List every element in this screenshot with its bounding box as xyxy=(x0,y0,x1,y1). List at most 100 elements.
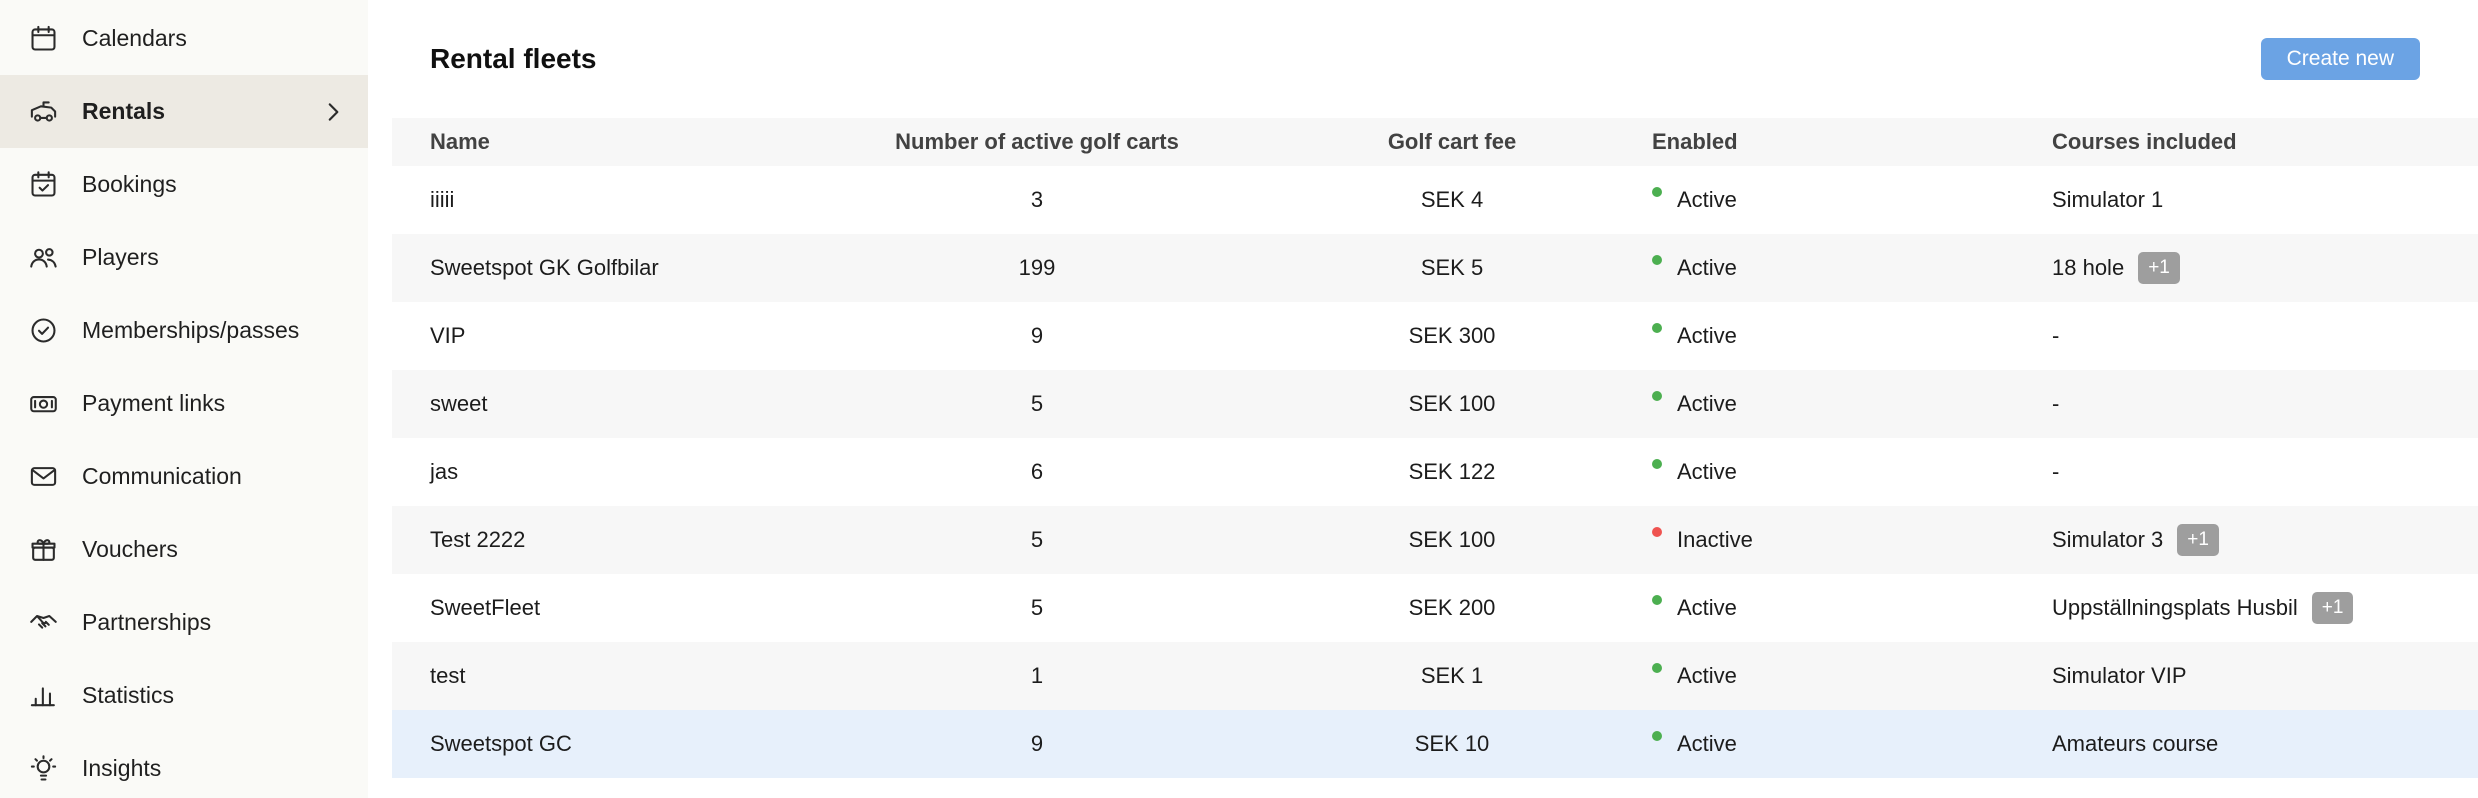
cell-fleet-name: Sweetspot GC xyxy=(430,731,572,756)
sidebar-item-label: Payment links xyxy=(82,390,226,416)
course-name: - xyxy=(2052,323,2060,348)
cell-golf-cart-fee: SEK 100 xyxy=(1408,391,1496,416)
calendars-icon xyxy=(26,22,60,56)
status-label: Active xyxy=(1677,323,1737,348)
course-name: - xyxy=(2052,459,2060,484)
cell-golf-cart-fee: SEK 5 xyxy=(1420,255,1484,280)
status-label: Active xyxy=(1677,255,1737,280)
cell-enabled-status: Active xyxy=(1652,187,2052,213)
check-circle-icon xyxy=(26,314,60,348)
plus-one-badge[interactable]: +1 xyxy=(2177,524,2219,556)
cell-fleet-name: iiiii xyxy=(430,187,455,212)
sidebar-item-payment-links[interactable]: Payment links xyxy=(0,367,368,440)
cell-fleet-name: Sweetspot GK Golfbilar xyxy=(430,255,659,280)
status-dot-icon xyxy=(1652,527,1662,537)
cell-enabled-status: Active xyxy=(1652,595,2052,621)
sidebar-item-insights[interactable]: Insights xyxy=(0,732,368,798)
sidebar-item-label: Partnerships xyxy=(82,609,212,635)
sidebar-item-label: Communication xyxy=(82,463,242,489)
status-dot-icon xyxy=(1652,731,1662,741)
cell-courses-included: Simulator 3 +1 xyxy=(2052,524,2478,556)
table-row[interactable]: Sweetspot GK Golfbilar 199 SEK 5 Active … xyxy=(392,234,2478,302)
cell-golf-cart-fee: SEK 300 xyxy=(1408,323,1496,348)
sidebar-item-label: Insights xyxy=(82,755,162,781)
column-header-carts: Number of active golf carts xyxy=(895,129,1179,154)
cell-courses-included: Simulator VIP xyxy=(2052,663,2478,689)
sidebar-item-bookings[interactable]: Bookings xyxy=(0,148,368,221)
sidebar-item-label: Memberships/passes xyxy=(82,317,300,343)
bar-chart-icon xyxy=(26,679,60,713)
table-row[interactable]: iiiii 3 SEK 4 Active Simulator 1 xyxy=(392,166,2478,234)
cell-golf-cart-fee: SEK 100 xyxy=(1408,527,1496,552)
sidebar-item-players[interactable]: Players xyxy=(0,221,368,294)
calendar-check-icon xyxy=(26,168,60,202)
sidebar-item-calendars[interactable]: Calendars xyxy=(0,2,368,75)
status-label: Active xyxy=(1677,731,1737,756)
cell-active-carts: 5 xyxy=(1030,595,1044,620)
status-dot-icon xyxy=(1652,255,1662,265)
cell-active-carts: 9 xyxy=(1030,731,1044,756)
status-label: Inactive xyxy=(1677,527,1753,552)
plus-one-badge[interactable]: +1 xyxy=(2311,592,2354,624)
table-row[interactable]: Test 2222 5 SEK 100 Inactive Simulator 3… xyxy=(392,506,2478,574)
sidebar-item-communication[interactable]: Communication xyxy=(0,440,368,513)
cell-fleet-name: test xyxy=(430,663,466,688)
sidebar-item-label: Bookings xyxy=(82,171,177,197)
cell-active-carts: 199 xyxy=(1018,255,1056,280)
cell-enabled-status: Active xyxy=(1652,323,2052,349)
cell-courses-included: - xyxy=(2052,391,2478,417)
cell-courses-included: 18 hole +1 xyxy=(2052,252,2478,284)
table-row[interactable]: VIP 9 SEK 300 Active - xyxy=(392,302,2478,370)
cell-courses-included: Simulator 1 xyxy=(2052,187,2478,213)
sidebar-item-partnerships[interactable]: Partnerships xyxy=(0,586,368,659)
cell-enabled-status: Active xyxy=(1652,731,2052,757)
table-row[interactable]: Sweetspot GC 9 SEK 10 Active Amateurs co… xyxy=(392,710,2478,778)
sidebar-item-memberships-passes[interactable]: Memberships/passes xyxy=(0,294,368,367)
column-header-fee: Golf cart fee xyxy=(1387,129,1517,154)
sidebar-item-label: Rentals xyxy=(82,98,166,124)
status-dot-icon xyxy=(1652,323,1662,333)
cell-enabled-status: Active xyxy=(1652,255,2052,281)
plus-one-badge[interactable]: +1 xyxy=(2138,252,2180,284)
course-name: - xyxy=(2052,391,2060,416)
status-label: Active xyxy=(1677,391,1737,416)
status-dot-icon xyxy=(1652,663,1662,673)
sidebar-item-rentals[interactable]: Rentals xyxy=(0,75,368,148)
cell-courses-included: - xyxy=(2052,459,2478,485)
cell-active-carts: 3 xyxy=(1030,187,1044,212)
handshake-icon xyxy=(26,606,60,640)
sidebar-item-vouchers[interactable]: Vouchers xyxy=(0,513,368,586)
cell-fleet-name: Test 2222 xyxy=(430,527,526,552)
sidebar-item-statistics[interactable]: Statistics xyxy=(0,659,368,732)
sidebar: Calendars Rentals Bookings Players Membe… xyxy=(0,0,368,798)
table-row[interactable]: SweetFleet 5 SEK 200 Active Uppställning… xyxy=(392,574,2478,642)
page-header: Rental fleets Create new xyxy=(392,0,2478,118)
table-body: iiiii 3 SEK 4 Active Simulator 1 Sweetsp… xyxy=(392,166,2478,778)
table-row[interactable]: jas 6 SEK 122 Active - xyxy=(392,438,2478,506)
cell-enabled-status: Inactive xyxy=(1652,527,2052,553)
status-dot-icon xyxy=(1652,595,1662,605)
status-dot-icon xyxy=(1652,459,1662,469)
create-new-button[interactable]: Create new xyxy=(2260,38,2420,80)
table-row[interactable]: test 1 SEK 1 Active Simulator VIP xyxy=(392,642,2478,710)
table-header-row: Name Number of active golf carts Golf ca… xyxy=(392,118,2478,166)
cell-active-carts: 5 xyxy=(1030,391,1044,416)
sidebar-item-label: Statistics xyxy=(82,682,175,708)
cell-golf-cart-fee: SEK 4 xyxy=(1420,187,1484,212)
gift-icon xyxy=(26,533,60,567)
status-label: Active xyxy=(1677,663,1737,688)
status-dot-icon xyxy=(1652,391,1662,401)
cell-golf-cart-fee: SEK 122 xyxy=(1408,459,1496,484)
column-header-name: Name xyxy=(430,129,490,154)
sidebar-item-label: Players xyxy=(82,244,159,270)
cell-active-carts: 1 xyxy=(1030,663,1044,688)
cell-enabled-status: Active xyxy=(1652,459,2052,485)
cell-courses-included: - xyxy=(2052,323,2478,349)
table-row[interactable]: sweet 5 SEK 100 Active - xyxy=(392,370,2478,438)
sidebar-item-label: Calendars xyxy=(82,25,187,51)
course-name: Uppställningsplats Husbil xyxy=(2052,595,2298,620)
status-dot-icon xyxy=(1652,187,1662,197)
cell-enabled-status: Active xyxy=(1652,663,2052,689)
payment-icon xyxy=(26,387,60,421)
page-title: Rental fleets xyxy=(430,43,597,74)
